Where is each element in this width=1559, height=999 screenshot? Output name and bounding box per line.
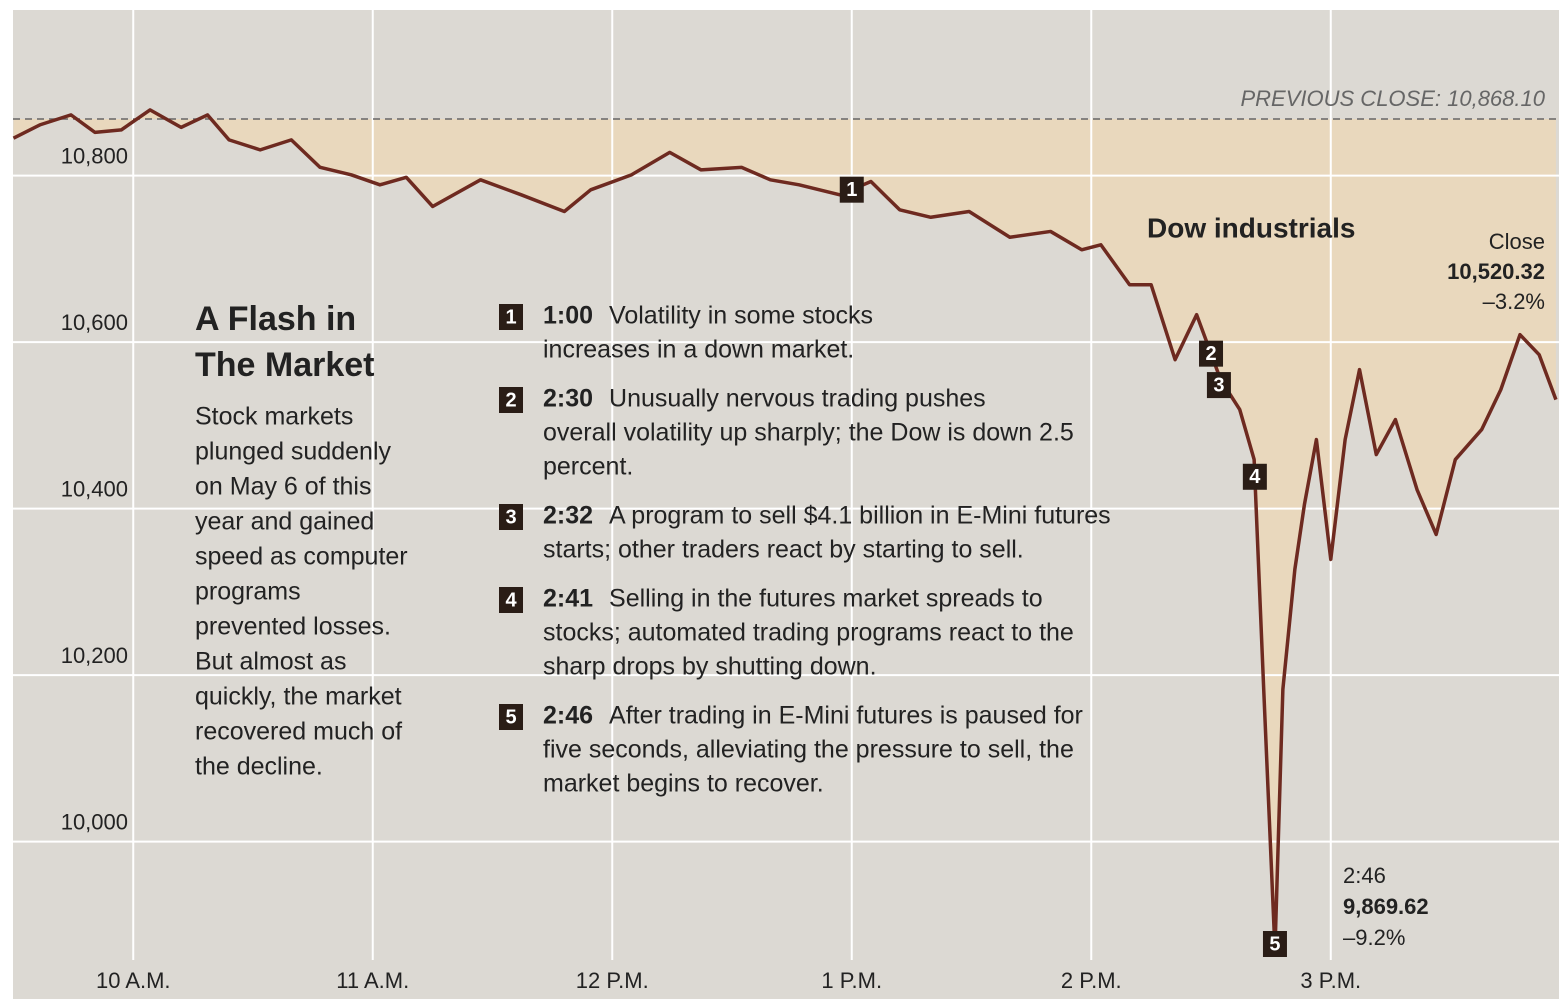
event-text: stocks; automated trading programs react…: [543, 619, 1074, 647]
event-number: 3: [505, 506, 516, 528]
description: plunged suddenly: [195, 438, 391, 466]
event-marker-number: 4: [1249, 466, 1261, 488]
chart-title: A Flash in: [195, 300, 356, 338]
y-tick-label: 10,200: [61, 643, 128, 668]
event-text: Unusually nervous trading pushes: [609, 385, 986, 413]
description: the decline.: [195, 753, 323, 781]
event-marker-number: 3: [1213, 374, 1224, 396]
event-marker: [1199, 340, 1224, 367]
event-text: starts; other traders react by starting …: [543, 536, 1024, 564]
event-time: 2:41: [543, 585, 593, 613]
description: recovered much of: [195, 718, 402, 746]
close-note: –3.2%: [1483, 289, 1545, 314]
description: quickly, the market: [195, 683, 402, 711]
low-note: –9.2%: [1343, 925, 1405, 950]
event-text: increases in a down market.: [543, 336, 854, 364]
event-marker-number: 1: [846, 179, 857, 201]
event-box: [499, 587, 523, 613]
x-tick-label: 3 P.M.: [1300, 968, 1361, 993]
event-number: 4: [505, 589, 517, 611]
event-time: 1:00: [543, 302, 593, 330]
event-number: 5: [505, 706, 516, 728]
description: Stock markets: [195, 403, 353, 431]
event-text: five seconds, alleviating the pressure t…: [543, 736, 1074, 764]
y-tick-label: 10,600: [61, 310, 128, 335]
description: on May 6 of this: [195, 473, 371, 501]
event-text: A program to sell $4.1 billion in E-Mini…: [609, 502, 1111, 530]
x-tick-label: 12 P.M.: [576, 968, 649, 993]
event-marker: [839, 176, 864, 203]
event-box: [499, 387, 523, 413]
y-tick-label: 10,800: [61, 143, 128, 168]
event-box: [499, 304, 523, 330]
price-line: [12, 108, 1558, 952]
close-note: 10,520.32: [1447, 259, 1545, 284]
event-time: 2:46: [543, 702, 593, 730]
event-text: overall volatility up sharply; the Dow i…: [543, 419, 1074, 447]
event-time: 2:32: [543, 502, 593, 530]
event-text: percent.: [543, 453, 633, 481]
description: speed as computer: [195, 543, 408, 571]
low-note: 9,869.62: [1343, 894, 1429, 919]
event-box: [499, 504, 523, 530]
event-marker: [1262, 931, 1287, 957]
description: But almost as: [195, 648, 346, 676]
x-tick-label: 1 P.M.: [821, 968, 882, 993]
description: year and gained: [195, 508, 374, 536]
description: prevented losses.: [195, 613, 391, 641]
event-text: sharp drops by shutting down.: [543, 653, 877, 681]
decline-area: [13, 109, 1556, 951]
event-number: 1: [505, 306, 516, 328]
x-tick-label: 2 P.M.: [1061, 968, 1122, 993]
series-label: Dow industrials: [1147, 212, 1355, 243]
event-time: 2:30: [543, 385, 593, 413]
event-text: Volatility in some stocks: [609, 302, 873, 330]
chart-title: The Market: [195, 346, 375, 384]
event-text: After trading in E-Mini futures is pause…: [609, 702, 1083, 730]
event-marker-number: 5: [1269, 933, 1280, 955]
description: programs: [195, 578, 301, 606]
event-marker: [1242, 463, 1267, 490]
event-marker-number: 2: [1205, 343, 1216, 365]
y-tick-label: 10,400: [61, 476, 128, 501]
close-note: Close: [1489, 229, 1545, 254]
event-text: market begins to recover.: [543, 770, 824, 798]
x-tick-label: 11 A.M.: [336, 968, 409, 993]
low-note: 2:46: [1343, 863, 1386, 888]
y-tick-label: 10,000: [61, 809, 128, 834]
event-box: [499, 704, 523, 730]
event-number: 2: [505, 389, 516, 411]
event-marker: [1206, 372, 1231, 399]
x-tick-label: 10 A.M.: [96, 968, 171, 993]
reference-label: PREVIOUS CLOSE: 10,868.10: [1241, 86, 1546, 111]
event-text: Selling in the futures market spreads to: [609, 585, 1043, 613]
